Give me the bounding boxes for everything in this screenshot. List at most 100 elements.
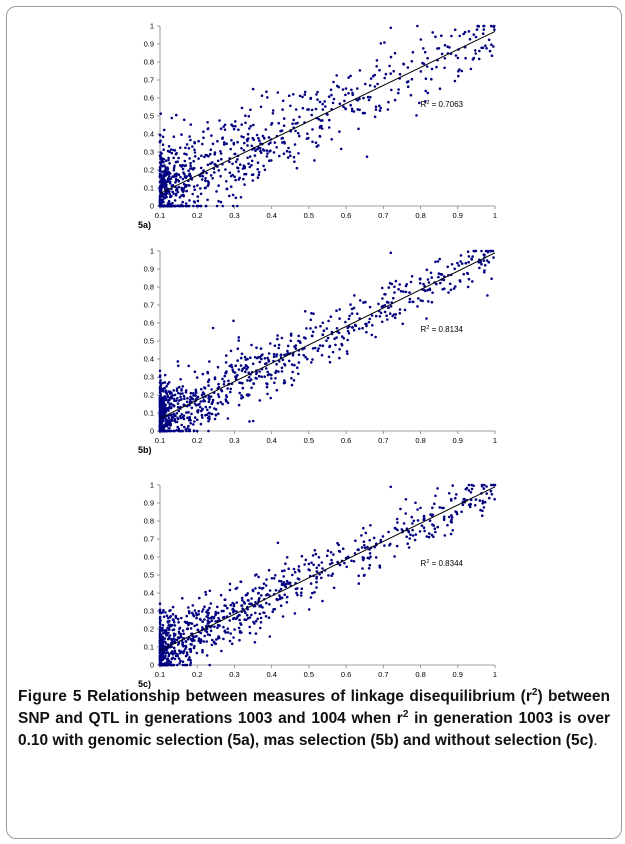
data-point [242,135,245,139]
data-point [323,100,326,103]
data-point [182,394,186,398]
data-point [178,196,182,199]
data-point [458,34,462,38]
data-point [204,204,208,208]
data-point [279,604,283,607]
data-point [158,172,162,175]
data-point [327,355,331,359]
data-point [362,526,365,530]
data-point [427,281,431,284]
y-tick-label: 0.8 [144,517,154,526]
data-point [330,558,333,562]
data-point [240,596,244,600]
data-point [173,624,177,627]
data-point [192,159,195,163]
data-point [187,658,190,662]
data-point [244,121,247,125]
data-point [268,603,271,606]
data-point [162,390,165,393]
data-point [369,524,372,527]
data-point [232,610,235,614]
data-point [248,165,252,169]
data-point [191,167,194,171]
data-point [189,422,192,425]
data-point [191,611,194,615]
data-point [318,344,322,347]
data-point [246,616,250,620]
data-point [165,614,169,617]
data-point [430,67,434,71]
y-tick-label: 0.9 [144,499,154,508]
data-point [423,529,426,533]
data-point [344,87,348,90]
data-point [297,334,300,338]
data-point [438,87,442,90]
data-point [179,378,182,381]
scatter-plot-5b: 00.10.20.30.40.50.60.70.80.910.1 0.2 0.3 0.… [138,247,497,456]
data-point [459,260,462,263]
data-point [158,375,162,379]
data-point [189,650,193,653]
data-point [480,263,483,266]
data-point [166,626,169,630]
data-point [427,535,431,539]
data-point [398,72,402,76]
data-point [369,77,373,80]
data-point [487,260,491,264]
data-point [418,278,422,281]
data-point [166,643,170,646]
data-point [290,363,294,366]
data-point [344,93,347,97]
data-point [482,259,486,262]
data-point [185,411,188,414]
data-point [185,400,189,404]
data-point [379,42,383,45]
y-tick-label: 0.7 [144,76,154,85]
data-point [289,339,293,343]
y-tick-label: 0.6 [144,553,154,562]
data-point [426,278,430,281]
data-point [237,626,241,630]
data-point [209,616,213,620]
data-point [377,302,380,306]
data-point [165,634,168,637]
data-point [263,168,267,172]
data-point [217,382,220,386]
data-point [291,370,294,374]
data-point [202,608,205,611]
data-point [204,177,207,180]
data-point [306,357,309,361]
data-point [466,272,470,275]
x-tick-label: 0.6 [341,670,351,679]
data-point [200,393,204,397]
data-point [168,396,172,400]
data-point [209,174,213,177]
data-point [423,288,426,292]
data-point [247,371,250,374]
data-point [178,662,181,665]
data-point [158,426,162,430]
data-point [267,616,271,619]
data-point [203,634,206,638]
data-point [282,140,286,144]
data-point [268,594,271,597]
data-point [207,155,210,158]
data-point [311,358,314,361]
data-point [158,186,162,190]
data-point [211,400,214,404]
data-point [326,336,330,340]
data-point [181,429,184,433]
data-point [210,619,214,623]
y-tick-label: 1 [150,247,154,256]
data-point [166,167,170,171]
data-point [481,509,484,513]
data-point [295,591,298,595]
x-tick-label: 1 [493,211,497,220]
data-point [202,136,205,140]
data-point [214,413,218,417]
data-point [168,162,171,165]
data-point [393,526,397,530]
data-point [361,556,365,559]
data-point [246,366,250,369]
data-point [378,109,382,112]
